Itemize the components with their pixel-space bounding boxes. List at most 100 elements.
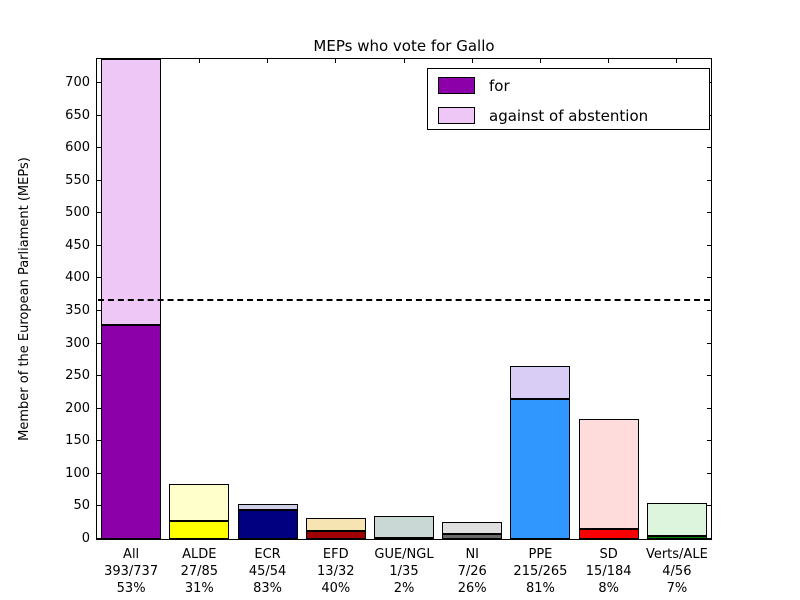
y-tick-label: 250 <box>65 368 90 384</box>
x-tick-label: 83% <box>253 581 282 596</box>
x-tick-label: 81% <box>525 581 555 596</box>
y-tick-mark <box>97 212 101 214</box>
y-tick-label: 150 <box>65 433 90 449</box>
x-tick-label: NI <box>465 547 479 562</box>
plot-area <box>96 58 712 540</box>
x-tick-label: EFD <box>322 547 349 562</box>
y-tick-mark <box>707 310 711 312</box>
bar-segment-for-SD <box>578 529 639 539</box>
x-tick-label: 26% <box>457 581 487 596</box>
x-tick-label: PPE <box>528 547 553 562</box>
y-tick-label: 600 <box>65 140 90 156</box>
y-tick-label: 400 <box>65 270 90 286</box>
bar-segment-for-PPE <box>510 399 571 539</box>
y-tick-label: 550 <box>65 172 90 188</box>
y-tick-label: 450 <box>65 237 90 253</box>
y-tick-label: 700 <box>65 75 90 91</box>
y-tick-mark <box>707 472 711 474</box>
y-tick-label: 500 <box>65 205 90 221</box>
x-tick-label: 13/32 <box>317 564 355 579</box>
legend-entry-against: against of abstention <box>428 102 709 129</box>
y-tick-mark <box>97 147 101 149</box>
y-tick-mark <box>97 310 101 312</box>
y-tick-mark <box>97 440 101 442</box>
bar-segment-against-ALDE <box>169 484 230 521</box>
bar-segment-against-Verts/ALE <box>646 503 707 536</box>
y-tick-mark <box>707 342 711 344</box>
y-tick-mark <box>707 179 711 181</box>
x-tick-label: SD <box>599 547 618 562</box>
y-tick-label: 0 <box>81 531 90 546</box>
x-tick-mark <box>403 59 405 63</box>
y-tick-label: 100 <box>65 465 90 481</box>
x-tick-label: GUE/NGL <box>374 547 434 562</box>
y-tick-mark <box>707 505 711 507</box>
y-tick-label: 350 <box>65 303 90 319</box>
bar-segment-for-NI <box>442 534 503 539</box>
y-tick-mark <box>707 440 711 442</box>
bar-segment-against-ECR <box>237 504 298 510</box>
legend-label-against: against of abstention <box>489 106 649 125</box>
legend-entry-for: for <box>428 72 709 99</box>
y-tick-mark <box>97 82 101 84</box>
x-tick-label: 45/54 <box>248 564 287 579</box>
x-tick-label: 53% <box>116 581 146 596</box>
y-tick-mark <box>97 114 101 116</box>
bar-segment-for-All <box>101 325 162 539</box>
x-tick-label: ECR <box>254 547 281 562</box>
y-tick-mark <box>97 472 101 474</box>
y-tick-mark <box>707 277 711 279</box>
x-tick-label: Verts/ALE <box>645 547 708 562</box>
y-tick-label: 200 <box>65 400 90 416</box>
x-tick-label: 40% <box>321 581 351 596</box>
bar-segment-against-GUE/NGL <box>374 516 434 538</box>
x-tick-label: 2% <box>393 581 415 596</box>
bar-segment-against-SD <box>578 419 639 529</box>
x-tick-mark <box>676 59 678 63</box>
x-tick-mark <box>335 59 337 63</box>
x-tick-label: 8% <box>598 581 619 596</box>
bar-segment-for-EFD <box>305 531 366 539</box>
y-tick-label: 650 <box>65 107 90 123</box>
bar-segment-against-All <box>101 59 162 325</box>
legend-label-for: for <box>489 76 510 95</box>
bar-segment-against-EFD <box>305 518 366 531</box>
y-tick-mark <box>707 375 711 377</box>
x-tick-mark <box>608 59 610 63</box>
y-tick-label: 50 <box>73 498 90 514</box>
y-tick-label: 300 <box>65 335 90 351</box>
y-tick-mark <box>97 244 101 246</box>
bar-segment-for-ECR <box>237 510 298 539</box>
y-tick-mark <box>97 375 101 377</box>
y-tick-mark <box>97 277 101 279</box>
x-tick-label: 1/35 <box>389 564 419 579</box>
x-tick-label: 393/737 <box>104 564 159 579</box>
y-tick-mark <box>707 407 711 409</box>
x-tick-label: 31% <box>184 581 214 596</box>
majority-dashed-line <box>98 299 710 301</box>
bar-segment-against-NI <box>442 522 503 534</box>
legend-swatch-against <box>438 107 475 124</box>
x-tick-label: All <box>123 547 140 562</box>
legend-swatch-for <box>438 77 475 94</box>
x-tick-label: ALDE <box>182 547 217 562</box>
x-tick-label: 215/265 <box>513 564 568 579</box>
x-tick-mark <box>471 59 473 63</box>
bar-segment-for-Verts/ALE <box>646 536 707 539</box>
y-axis-title: Member of the European Parliament (MEPs) <box>17 157 32 441</box>
x-tick-mark <box>539 59 541 63</box>
legend: for against of abstention <box>427 68 710 130</box>
x-tick-label: 15/184 <box>585 564 632 579</box>
x-tick-label: 4/56 <box>662 564 692 579</box>
y-tick-mark <box>707 538 711 539</box>
y-tick-mark <box>707 147 711 149</box>
y-tick-mark <box>97 505 101 507</box>
y-tick-mark <box>97 538 101 539</box>
y-tick-mark <box>97 407 101 409</box>
y-tick-mark <box>707 212 711 214</box>
y-tick-mark <box>97 342 101 344</box>
y-tick-mark <box>97 179 101 181</box>
x-tick-label: 7/26 <box>457 564 487 579</box>
bar-segment-against-PPE <box>510 366 571 399</box>
